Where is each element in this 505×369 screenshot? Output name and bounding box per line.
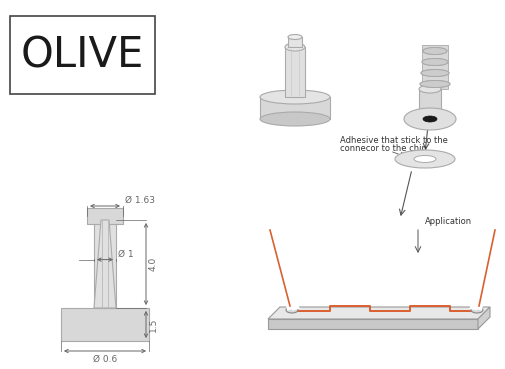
Ellipse shape [422, 59, 448, 66]
Text: 1.5: 1.5 [149, 317, 158, 332]
Bar [10, 16, 155, 94]
Text: 4.0: 4.0 [149, 257, 158, 271]
Text: connecor to the chip: connecor to the chip [340, 144, 427, 153]
Ellipse shape [286, 307, 298, 313]
Text: Ø 0.6: Ø 0.6 [93, 355, 117, 364]
Ellipse shape [420, 80, 450, 87]
Polygon shape [268, 319, 478, 329]
Bar [285, 47, 305, 97]
Ellipse shape [419, 85, 441, 93]
Polygon shape [478, 307, 490, 329]
Ellipse shape [285, 43, 305, 51]
Text: OLIVE: OLIVE [21, 34, 144, 76]
Ellipse shape [288, 34, 302, 39]
Text: Ø 1.63: Ø 1.63 [125, 196, 155, 205]
Ellipse shape [423, 48, 447, 55]
Bar [87, 208, 123, 224]
Bar [61, 308, 149, 341]
Bar [260, 97, 330, 119]
Bar [288, 37, 302, 47]
Bar [94, 220, 116, 308]
Ellipse shape [423, 116, 437, 122]
Ellipse shape [414, 155, 436, 162]
Bar [419, 89, 441, 119]
Polygon shape [268, 307, 490, 319]
Ellipse shape [422, 59, 448, 66]
Text: Adhesive that stick to the: Adhesive that stick to the [340, 136, 448, 145]
Ellipse shape [404, 108, 456, 130]
Bar [422, 45, 448, 89]
Ellipse shape [421, 69, 449, 76]
Ellipse shape [423, 48, 447, 55]
Text: Application: Application [425, 217, 472, 225]
Ellipse shape [420, 80, 450, 87]
Text: Ø 1: Ø 1 [118, 249, 134, 259]
Ellipse shape [471, 307, 483, 313]
Ellipse shape [260, 90, 330, 104]
Polygon shape [94, 220, 116, 308]
Ellipse shape [395, 150, 455, 168]
Ellipse shape [260, 112, 330, 126]
Ellipse shape [421, 69, 449, 76]
